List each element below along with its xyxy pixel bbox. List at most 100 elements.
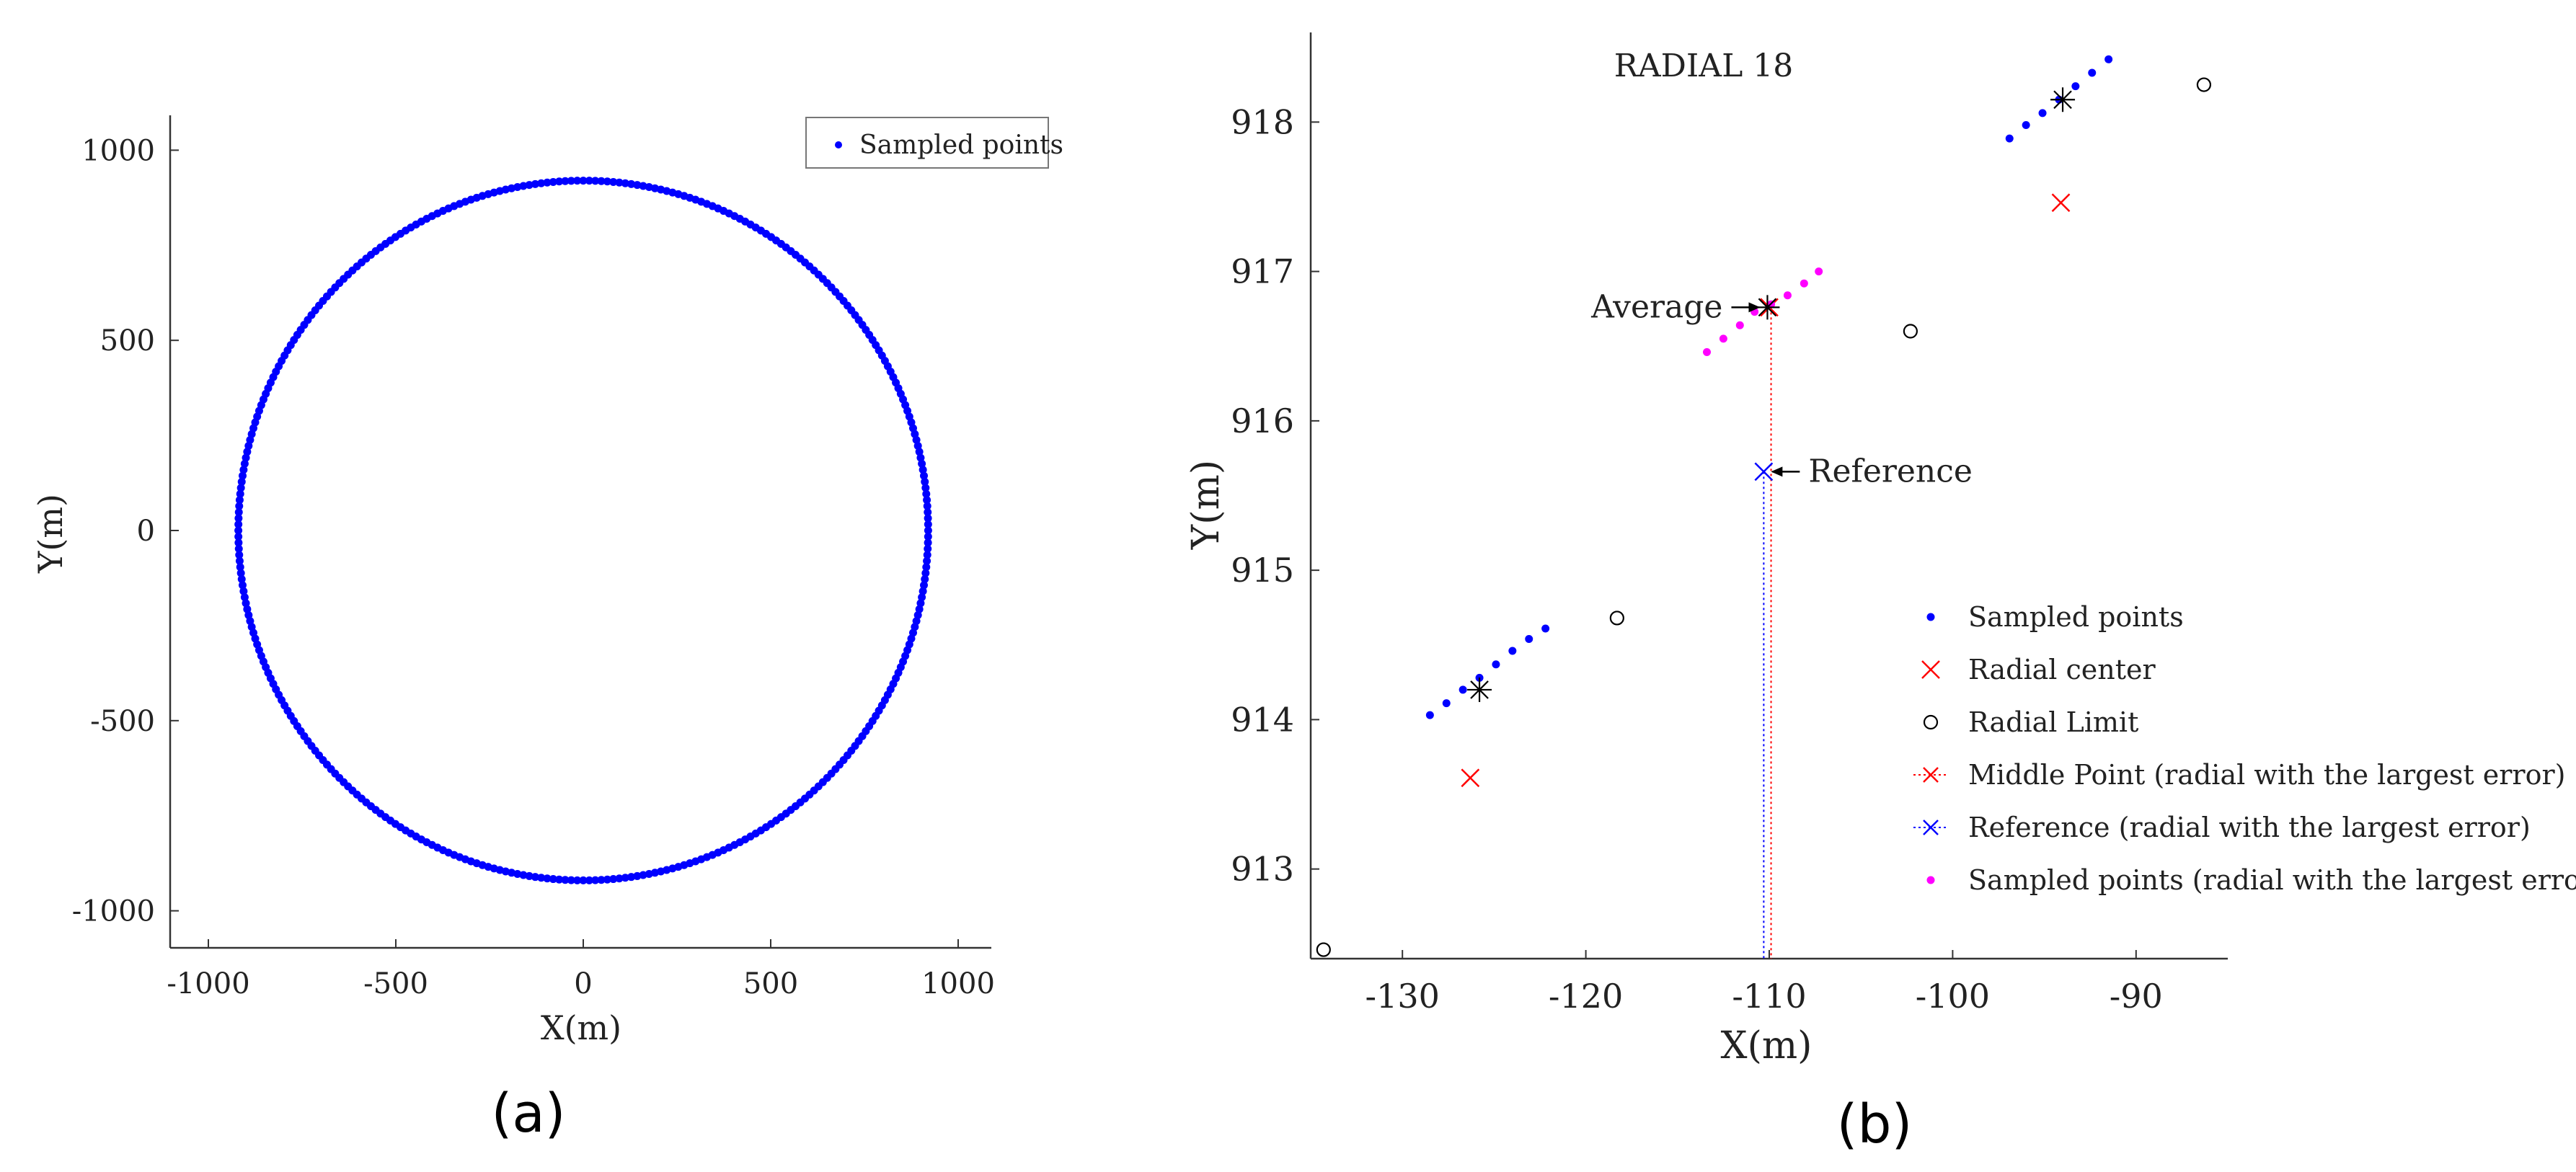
panel-a-sampled-point bbox=[609, 177, 618, 186]
panel-a-sampled-point bbox=[923, 496, 931, 505]
panel-a-sampled-point bbox=[234, 544, 243, 553]
panel-a-sampled-point bbox=[236, 569, 245, 577]
panel-b-average-point-stroke bbox=[2053, 90, 2072, 110]
panel-b-x-tick-label: -130 bbox=[1366, 977, 1440, 1016]
panel-b-legend-marker bbox=[1926, 613, 1935, 621]
panel-b-sampled-points-radial-with-the-largest-error-point bbox=[1783, 291, 1792, 300]
panel-a-sampled-point bbox=[237, 477, 246, 486]
panel-a-sampled-point bbox=[579, 177, 588, 185]
panel-a-sampled-point bbox=[242, 453, 250, 462]
panel-a-sampled-point bbox=[531, 873, 539, 882]
panel-b-x-axis-label: X(m) bbox=[1721, 1024, 1813, 1067]
panel-a-x-tick-label: 1000 bbox=[921, 967, 995, 1000]
panel-b-annotation-arrowhead bbox=[1748, 302, 1761, 313]
panel-a-sampled-point bbox=[924, 538, 932, 547]
panel-a-sampled-point bbox=[615, 178, 624, 187]
panel-a-sampled-point bbox=[921, 569, 930, 577]
panel-b-legend-marker bbox=[1923, 767, 1939, 783]
panel-a-sampled-point bbox=[543, 874, 552, 883]
panel-b-sampled-points-point bbox=[2104, 55, 2113, 63]
panel-a-circle-plot: -1000 -500 0 500 1000 -1000 -500 0 500 1000 X(m)… bbox=[31, 115, 1063, 1145]
panel-a-sampled-point bbox=[920, 471, 929, 480]
panel-b-legend-marker bbox=[1923, 714, 1939, 730]
panel-a-sampled-point bbox=[243, 605, 252, 613]
panel-a-sampled-point bbox=[242, 599, 250, 608]
panel-a-sampled-point bbox=[597, 177, 606, 185]
panel-b-sampled-points-point bbox=[2005, 134, 2014, 143]
panel-a-sampled-point bbox=[923, 551, 931, 559]
panel-b-radial-limit-point bbox=[1316, 942, 1331, 957]
panel-a-sampled-point bbox=[916, 599, 925, 608]
panel-a-x-tick-label: -500 bbox=[363, 967, 428, 1000]
panel-a-sampled-point bbox=[235, 502, 244, 510]
panel-b-y-axis-label: Y(m) bbox=[1185, 460, 1228, 550]
panel-b-sampled-points-point bbox=[2071, 82, 2080, 91]
panel-a-x-tick-label: 0 bbox=[574, 967, 592, 1000]
panel-a-sampled-point bbox=[650, 184, 659, 192]
panel-a-sampled-point bbox=[633, 871, 642, 880]
panel-a-sampled-points-series bbox=[234, 177, 932, 884]
panel-a-legend-box bbox=[805, 117, 1049, 169]
panel-a-sampled-point bbox=[627, 873, 636, 882]
panel-b-radial-center-point-stroke bbox=[1461, 768, 1480, 788]
panel-b-radial-limit-point bbox=[1609, 611, 1624, 626]
panel-a-sampled-point bbox=[525, 871, 534, 880]
panel-a-sampled-point bbox=[236, 489, 244, 498]
panel-a-sampled-point bbox=[924, 514, 932, 523]
panel-b-legend-label: Sampled points bbox=[1968, 601, 2184, 633]
panel-b-x-tick-label: -110 bbox=[1732, 977, 1806, 1016]
panel-b-radial-plot: -130 -120 -110 -100 -90 913 914 915 916 917 918 A… bbox=[1185, 32, 2576, 1155]
panel-a-sampled-point bbox=[235, 496, 244, 505]
panel-a-sampled-point bbox=[561, 876, 570, 884]
panel-a-sampled-point bbox=[234, 514, 243, 523]
panel-a-label: (a) bbox=[491, 1083, 565, 1145]
panel-b-average-point-stroke bbox=[1470, 680, 1489, 699]
panel-b-title: RADIAL 18 bbox=[1614, 48, 1794, 84]
panel-b-sampled-points-radial-with-the-largest-error-point bbox=[1719, 334, 1727, 343]
panel-a-sampled-point bbox=[519, 871, 528, 879]
panel-a-sampled-point bbox=[923, 556, 931, 565]
panel-a-sampled-point bbox=[525, 181, 534, 190]
panel-a-y-ticks: -1000 -500 0 500 1000 bbox=[72, 134, 179, 928]
panel-a-sampled-point bbox=[543, 178, 552, 187]
panel-a-sampled-point bbox=[921, 477, 929, 486]
panel-b-sampled-points-point bbox=[1442, 699, 1451, 708]
panel-a-sampled-point bbox=[236, 563, 244, 572]
panel-b-radial-limit-point bbox=[1903, 324, 1918, 339]
panel-b-sampled-points-point bbox=[2088, 68, 2097, 77]
panel-a-y-tick-label: 0 bbox=[137, 515, 155, 548]
panel-a-sampled-point bbox=[561, 177, 570, 185]
panel-b-annotations: Average Reference bbox=[1590, 288, 1973, 489]
panel-a-x-tick-label: 500 bbox=[743, 967, 798, 1000]
panel-a-sampled-point bbox=[234, 508, 243, 517]
panel-a-sampled-point bbox=[236, 484, 245, 492]
panel-a-sampled-point bbox=[235, 556, 244, 565]
panel-b-sampled-points-point bbox=[1541, 624, 1550, 633]
panel-a-sampled-point bbox=[924, 526, 932, 535]
panel-a-sampled-point bbox=[567, 876, 575, 884]
panel-a-sampled-point bbox=[922, 489, 931, 498]
panel-b-x-tick-label: -100 bbox=[1916, 977, 1990, 1016]
panel-b-sampled-points-radial-with-the-largest-error-point bbox=[1800, 279, 1808, 288]
panel-a-y-tick-label: 500 bbox=[100, 324, 155, 358]
panel-b-reference-radial-with-the-largest-error-point bbox=[1754, 462, 1774, 481]
panel-b-y-ticks: 913 914 915 916 917 918 bbox=[1231, 102, 1319, 889]
panel-a-sampled-point bbox=[531, 179, 539, 188]
panel-a-sampled-point bbox=[585, 876, 593, 884]
panel-a-legend: Sampled points bbox=[805, 117, 1063, 169]
panel-a-sampled-point bbox=[591, 177, 600, 185]
panel-a-sampled-point bbox=[603, 875, 611, 884]
panel-a-sampled-point bbox=[615, 874, 624, 883]
panel-a-sampled-point bbox=[921, 575, 929, 584]
panel-b-y-tick-label: 915 bbox=[1231, 551, 1294, 590]
panel-b-legend-label: Sampled points (radial with the largest … bbox=[1968, 864, 2576, 896]
panel-b-legend-label: Radial center bbox=[1968, 654, 2156, 685]
panel-a-sampled-point bbox=[234, 538, 243, 547]
panel-a-y-axis-label: Y(m) bbox=[31, 494, 70, 574]
panel-b-sampled-points-point bbox=[2022, 121, 2030, 129]
panel-a-sampled-point bbox=[609, 875, 618, 884]
panel-b-annotation-label: Reference bbox=[1808, 453, 1973, 489]
panel-a-sampled-point bbox=[234, 526, 243, 535]
panel-a-sampled-point bbox=[555, 177, 564, 186]
panel-a-sampled-point bbox=[916, 453, 925, 462]
